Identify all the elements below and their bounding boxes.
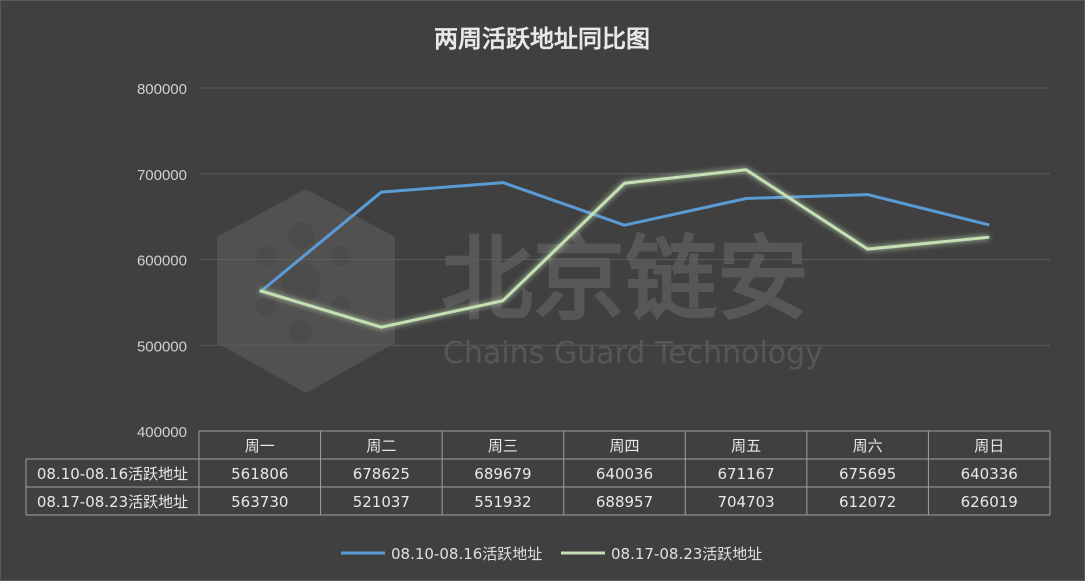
watermark-cn-text: 北京链安 (441, 226, 809, 333)
table-cell-value: 612072 (839, 493, 896, 511)
table-series-label: 08.17-08.23活跃地址 (37, 493, 188, 511)
chart-title: 两周活跃地址同比图 (434, 25, 650, 53)
watermark: 北京链安 Chains Guard Technology (217, 189, 823, 393)
x-category-label: 周六 (853, 437, 883, 455)
table-cell-value: 551932 (474, 493, 531, 511)
table-cell-value: 688957 (596, 493, 653, 511)
table-cell-value: 521037 (353, 493, 410, 511)
table-series-label: 08.10-08.16活跃地址 (37, 465, 188, 483)
table-cell-value: 675695 (839, 465, 896, 483)
series-lines (258, 168, 990, 329)
y-tick-label: 500000 (137, 338, 187, 355)
y-gridlines (199, 87, 1050, 346)
table-cell-value: 626019 (961, 493, 1018, 511)
watermark-network-icon (256, 222, 351, 343)
legend-label: 08.17-08.23活跃地址 (611, 545, 762, 563)
table-cell-value: 640336 (961, 465, 1018, 483)
y-tick-label: 800000 (137, 81, 187, 98)
x-category-label: 周四 (609, 437, 639, 455)
table-cell-value: 563730 (231, 493, 288, 511)
watermark-en-text: Chains Guard Technology (443, 336, 823, 371)
y-tick-label: 600000 (137, 253, 187, 270)
x-category-label: 周二 (366, 437, 396, 455)
x-category-label: 周一 (245, 437, 275, 455)
table-cell-value: 704703 (717, 493, 774, 511)
x-category-label: 周三 (488, 437, 518, 455)
table-cell-value: 561806 (231, 465, 288, 483)
table-cell-value: 671167 (717, 465, 774, 483)
y-tick-label: 400000 (137, 424, 187, 441)
legend: 08.10-08.16活跃地址 08.17-08.23活跃地址 (341, 545, 762, 563)
table-cell-value: 678625 (353, 465, 410, 483)
y-axis-ticks: 400000 500000 600000 700000 800000 (137, 81, 187, 441)
table-cell-value: 689679 (474, 465, 531, 483)
x-category-label: 周日 (974, 437, 1004, 455)
legend-label: 08.10-08.16活跃地址 (391, 545, 542, 563)
table-cell-value: 640036 (596, 465, 653, 483)
x-category-label: 周五 (731, 437, 761, 455)
data-table: 周一 周二 周三 周四 周五 周六 周日 08.10-08.16活跃地址 561806 67862… (25, 430, 1051, 516)
y-tick-label: 700000 (137, 167, 187, 184)
